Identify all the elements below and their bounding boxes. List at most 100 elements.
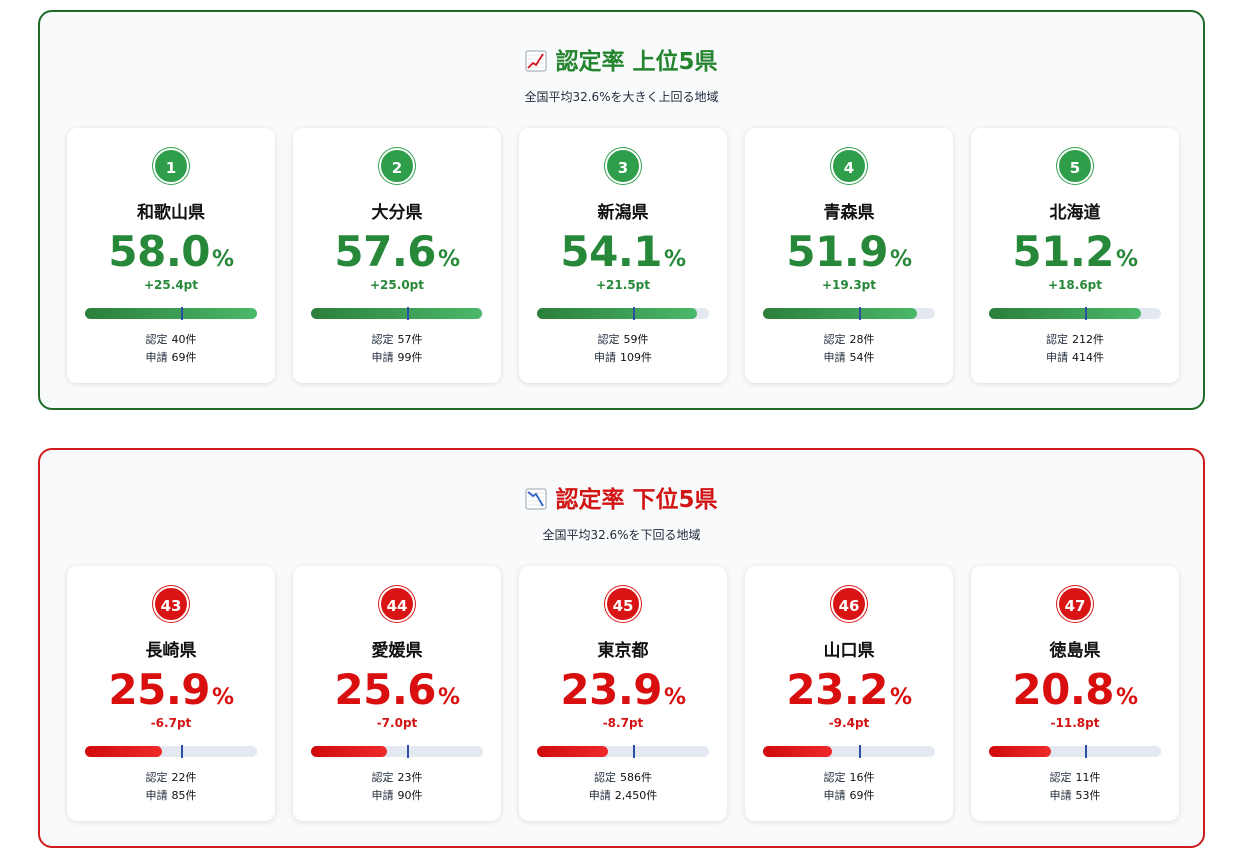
counts: 認定 28件 申請 54件 (745, 331, 953, 367)
prefecture-name: 新潟県 (597, 203, 649, 223)
national-average-marker (858, 745, 861, 758)
applied-count-row: 申請 90件 (293, 787, 501, 805)
applied-label: 申請 (371, 789, 394, 802)
rate-value: 51.2 (1012, 227, 1115, 276)
national-average-marker (632, 307, 635, 320)
bottom5-title: 認定率 下位5県 (40, 480, 1203, 514)
certified-count: 23件 (397, 771, 423, 784)
applied-count-row: 申請 69件 (745, 787, 953, 805)
rate-bar (85, 307, 257, 320)
rate-bar (85, 745, 257, 758)
rate-unit: % (438, 247, 460, 272)
diff-from-average: +25.4pt (144, 278, 198, 292)
prefecture-name: 北海道 (1049, 203, 1101, 223)
certified-count-row: 認定 11件 (971, 769, 1179, 787)
certification-rate: 54.1% (519, 226, 727, 286)
rate-bar (763, 307, 935, 320)
pref-card: 2 大分県 57.6% +25.0pt 認定 57件 申請 99件 (293, 128, 501, 383)
certified-count-row: 認定 57件 (293, 331, 501, 349)
applied-count-row: 申請 85件 (67, 787, 275, 805)
applied-count-row: 申請 109件 (519, 349, 727, 367)
applied-count: 69件 (171, 351, 197, 364)
rank-badge: 44 (379, 586, 415, 622)
certified-label: 認定 (1046, 333, 1068, 346)
counts: 認定 59件申請 109件 (519, 331, 727, 367)
certified-label: 認定 (594, 771, 616, 784)
diff-from-average: -7.0pt (376, 716, 418, 730)
certification-rate: 23.2% (745, 664, 953, 724)
rate-bar (537, 745, 709, 758)
national-average-marker (180, 745, 183, 758)
rank-badge: 43 (153, 586, 189, 622)
chart-decreasing-icon (525, 488, 547, 510)
certified-count: 22件 (171, 771, 197, 784)
bottom5-title-text: 認定率 下位5県 (555, 487, 718, 513)
rate-bar (989, 745, 1161, 758)
applied-label: 申請 (145, 351, 168, 364)
rate-value: 23.2 (786, 665, 889, 714)
rate-bar (311, 307, 483, 320)
applied-count: 99件 (397, 351, 423, 364)
prefecture-name: 愛媛県 (371, 641, 423, 661)
chart-increasing-icon (525, 50, 547, 72)
counts: 認定 40件 申請 69件 (67, 331, 275, 367)
rank-badge: 46 (831, 586, 867, 622)
rate-unit: % (212, 685, 234, 710)
rank-badge: 3 (605, 148, 641, 184)
counts: 認定 212件 申請 414件 (971, 331, 1179, 367)
rank-badge: 5 (1057, 148, 1093, 184)
certified-count-row: 認定 59件 (519, 331, 727, 349)
rate-value: 51.9 (786, 227, 889, 276)
rate-bar (763, 745, 935, 758)
certified-count: 586件 (620, 771, 652, 784)
top5-title-text: 認定率 上位5県 (555, 49, 718, 75)
certified-label: 認定 (371, 771, 394, 784)
applied-count: 109件 (620, 351, 652, 364)
rate-value: 57.6 (334, 227, 437, 276)
certified-label: 認定 (1049, 771, 1072, 784)
certified-label: 認定 (145, 771, 168, 784)
counts: 認定 57件 申請 99件 (293, 331, 501, 367)
applied-label: 申請 (594, 351, 616, 364)
applied-count: 2,450件 (614, 789, 658, 802)
bottom5-subtitle: 全国平均32.6%を下回る地域 (542, 528, 701, 542)
rate-bar-fill (763, 308, 917, 319)
pref-card: 47 徳島県 20.8% -11.8pt 認定 11件 申請 53件 (971, 566, 1179, 821)
rate-value: 20.8 (1012, 665, 1115, 714)
rate-bar (537, 307, 709, 320)
national-average-marker (406, 307, 409, 320)
rank-badge: 1 (153, 148, 189, 184)
certified-label: 認定 (145, 333, 168, 346)
applied-label: 申請 (823, 351, 846, 364)
rate-bar-fill (989, 746, 1051, 757)
prefecture-name: 徳島県 (1049, 641, 1101, 661)
certified-count: 11件 (1075, 771, 1101, 784)
prefecture-name: 山口県 (823, 641, 875, 661)
certified-count-row: 認定 23件 (293, 769, 501, 787)
pref-card: 4 青森県 51.9% +19.3pt 認定 28件 申請 54件 (745, 128, 953, 383)
certified-count: 28件 (849, 333, 875, 346)
rank-badge: 45 (605, 586, 641, 622)
applied-count: 53件 (1075, 789, 1101, 802)
diff-from-average: -11.8pt (1050, 716, 1100, 730)
pref-card: 44 愛媛県 25.6% -7.0pt 認定 23件 申請 90件 (293, 566, 501, 821)
applied-count-row: 申請 99件 (293, 349, 501, 367)
rate-unit: % (438, 685, 460, 710)
certified-count: 40件 (171, 333, 197, 346)
certified-count-row: 認定 40件 (67, 331, 275, 349)
top5-panel: 認定率 上位5県 全国平均32.6%を大きく上回る地域 1 和歌山県 58.0% +2… (38, 10, 1205, 410)
diff-from-average: +25.0pt (370, 278, 424, 292)
diff-from-average: +21.5pt (596, 278, 650, 292)
prefecture-name: 大分県 (371, 203, 423, 223)
applied-count-row: 申請 53件 (971, 787, 1179, 805)
rate-unit: % (664, 247, 686, 272)
rate-bar (311, 745, 483, 758)
top5-title: 認定率 上位5県 (40, 42, 1203, 76)
certification-rate: 25.6% (293, 664, 501, 724)
certified-count-row: 認定 16件 (745, 769, 953, 787)
applied-label: 申請 (145, 789, 168, 802)
applied-count: 85件 (171, 789, 197, 802)
certified-count: 212件 (1072, 333, 1104, 346)
prefecture-name: 青森県 (823, 203, 875, 223)
diff-from-average: +19.3pt (822, 278, 876, 292)
